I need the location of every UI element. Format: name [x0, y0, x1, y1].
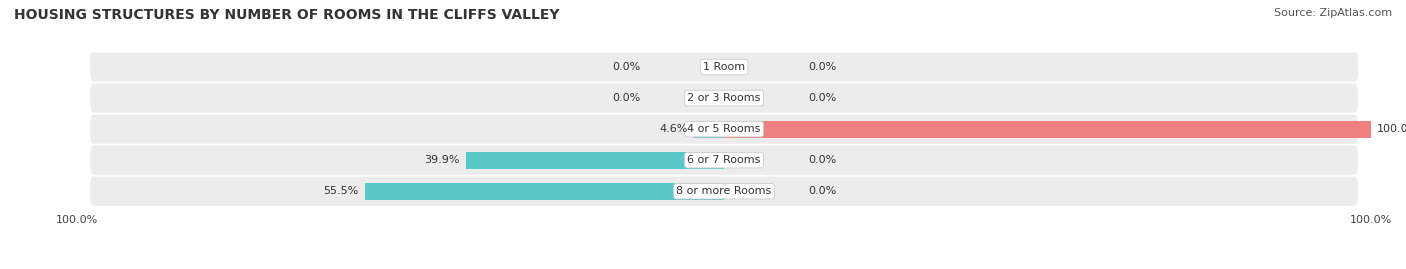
Text: HOUSING STRUCTURES BY NUMBER OF ROOMS IN THE CLIFFS VALLEY: HOUSING STRUCTURES BY NUMBER OF ROOMS IN… [14, 8, 560, 22]
FancyBboxPatch shape [90, 52, 1358, 82]
FancyBboxPatch shape [90, 83, 1358, 113]
FancyBboxPatch shape [90, 115, 1358, 144]
Text: 39.9%: 39.9% [425, 155, 460, 165]
Text: 2 or 3 Rooms: 2 or 3 Rooms [688, 93, 761, 103]
Text: 0.0%: 0.0% [808, 186, 837, 196]
Bar [695, 121, 724, 138]
Text: 0.0%: 0.0% [612, 93, 640, 103]
Text: 4 or 5 Rooms: 4 or 5 Rooms [688, 124, 761, 134]
Text: Source: ZipAtlas.com: Source: ZipAtlas.com [1274, 8, 1392, 18]
Bar [724, 121, 1371, 138]
Text: 0.0%: 0.0% [808, 93, 837, 103]
Text: 6 or 7 Rooms: 6 or 7 Rooms [688, 155, 761, 165]
FancyBboxPatch shape [90, 146, 1358, 175]
Text: 4.6%: 4.6% [659, 124, 688, 134]
Text: 1 Room: 1 Room [703, 62, 745, 72]
FancyBboxPatch shape [90, 177, 1358, 206]
Text: 0.0%: 0.0% [612, 62, 640, 72]
Text: 0.0%: 0.0% [808, 62, 837, 72]
Text: 55.5%: 55.5% [323, 186, 359, 196]
Bar [366, 183, 724, 200]
Text: 8 or more Rooms: 8 or more Rooms [676, 186, 772, 196]
Text: 0.0%: 0.0% [808, 155, 837, 165]
Text: 100.0%: 100.0% [1378, 124, 1406, 134]
Bar [465, 152, 724, 169]
